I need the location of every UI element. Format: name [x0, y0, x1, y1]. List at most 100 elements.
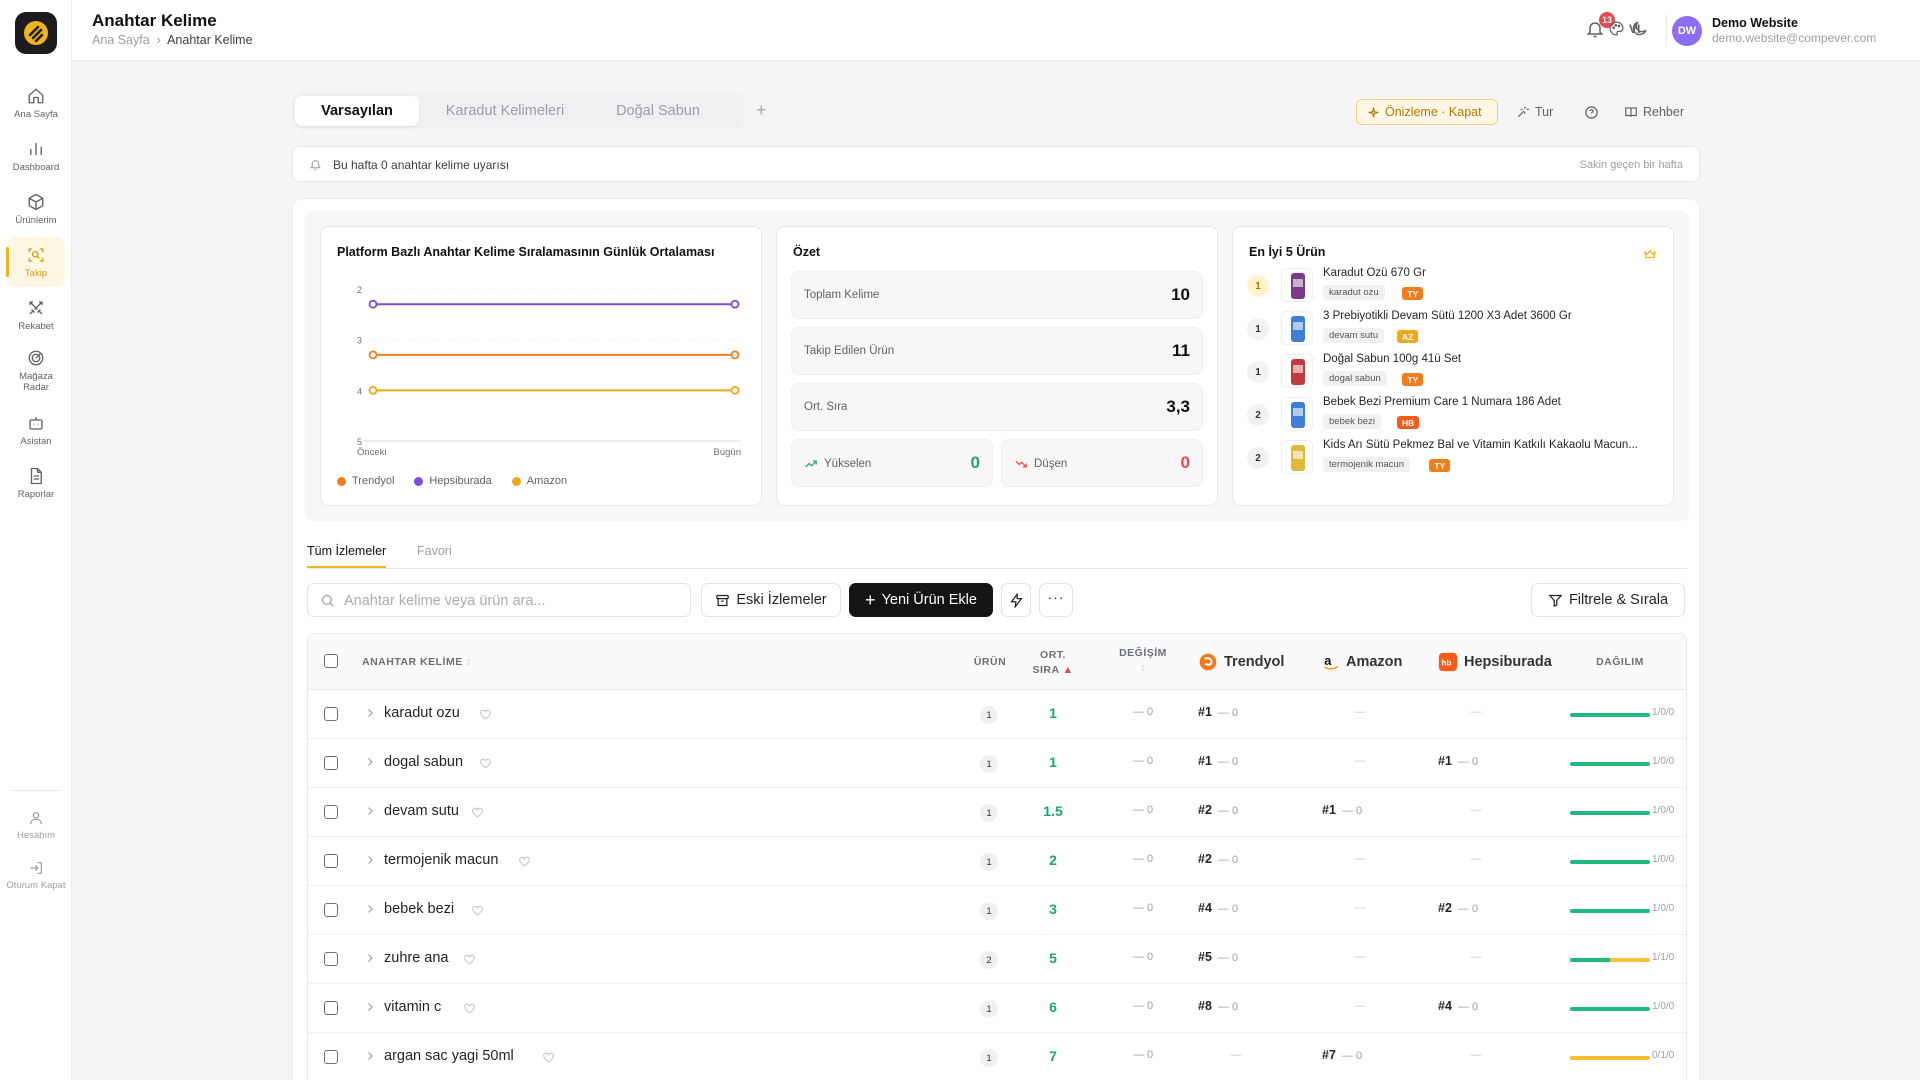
heart-icon[interactable] [471, 904, 484, 917]
top-product-row[interactable]: 1 3 Prebiyotikli Devam Sütü 1200 X3 Adet … [1247, 308, 1667, 348]
keyword-text[interactable]: devam sutu [384, 803, 459, 819]
select-all-checkbox[interactable] [324, 654, 338, 668]
heart-icon[interactable] [542, 1051, 555, 1064]
filter-sort-button[interactable]: Filtrele & Sırala [1531, 583, 1685, 617]
sidebar-item-home[interactable]: Ana Sayfa [7, 78, 65, 128]
row-checkbox[interactable] [324, 1001, 338, 1015]
top-product-row[interactable]: 1 Doğal Sabun 100g 41ü Set dogal sabun TY [1247, 351, 1667, 391]
notifications-button[interactable] [1585, 19, 1605, 39]
help-button[interactable] [1584, 99, 1599, 125]
keyword-text[interactable]: vitamin c [384, 999, 442, 1015]
chevron-right-icon[interactable] [364, 854, 376, 866]
keyword-text[interactable]: bebek bezi [384, 901, 455, 917]
table-row[interactable]: bebek bezi 1 3 — 0 #4 — 0 — #2 — 0 1/0/0 [308, 886, 1686, 935]
guide-button[interactable]: Rehber [1624, 99, 1684, 125]
table-row[interactable]: termojenik macun 1 2 — 0 #2 — 0 — — 1/0/0 [308, 837, 1686, 886]
row-checkbox[interactable] [324, 854, 338, 868]
heart-icon[interactable] [479, 708, 492, 721]
tab-karadut-keywords[interactable]: Karadut Kelimeleri [445, 103, 565, 119]
table-row[interactable]: devam sutu 1 1.5 — 0 #2 — 0 #1 — 0 — 1/0/0 [308, 788, 1686, 837]
chevron-right-icon[interactable] [364, 805, 376, 817]
avg-rank: 2 [1049, 852, 1057, 868]
preview-toggle-button[interactable]: Önizleme · Kapat [1356, 99, 1498, 125]
language-selector-button[interactable]: VI [1608, 20, 1640, 37]
tab-default[interactable]: Varsayılan [295, 96, 419, 126]
th-hepsiburada[interactable]: hb Hepsiburada [1438, 652, 1552, 672]
book-icon [1625, 107, 1637, 117]
heart-icon[interactable] [463, 953, 476, 966]
add-tab-button[interactable]: + [756, 100, 767, 120]
sidebar-item-account[interactable]: Hesabım [7, 800, 65, 850]
tour-button[interactable]: Tur [1516, 99, 1553, 125]
sidebar-item-dashboard[interactable]: Dashboard [7, 131, 65, 181]
add-product-button[interactable]: + Yeni Ürün Ekle [849, 583, 993, 617]
heart-icon[interactable] [463, 1002, 476, 1015]
th-avg-rank[interactable]: ORT. SIRA ▲ [1028, 648, 1078, 678]
breadcrumb-home[interactable]: Ana Sayfa [92, 33, 150, 47]
top-product-row[interactable]: 2 Kids Arı Sütü Pekmez Bal ve Vitamin Kat… [1247, 437, 1667, 477]
chevron-right-icon[interactable] [364, 952, 376, 964]
top-product-row[interactable]: 2 Bebek Bezi Premium Care 1 Numara 186 Ad… [1247, 394, 1667, 434]
theme-toggle[interactable] [1630, 19, 1649, 38]
keyword-text[interactable]: karadut ozu [384, 705, 460, 721]
top-product-row[interactable]: 1 Karadut Özü 670 Gr karadut ozu TY [1247, 265, 1667, 305]
top-products-card: En İyi 5 Ürün 1 Karadut Özü 670 Gr karadut… [1232, 226, 1674, 506]
sidebar-item-products[interactable]: Ürünlerim [7, 184, 65, 234]
table-row[interactable]: dogal sabun 1 1 — 0 #1 — 0 — #1 — 0 1/0/0 [308, 739, 1686, 788]
product-keyword-tag: karadut ozu [1323, 285, 1385, 300]
chevron-right-icon[interactable] [364, 756, 376, 768]
sidebar-item-reports[interactable]: Raporlar [7, 458, 65, 508]
sidebar-item-logout[interactable]: Oturum Kapat [5, 850, 67, 900]
market-rank-change: — 0 [1217, 707, 1239, 719]
keyword-text[interactable]: zuhre ana [384, 950, 449, 966]
table-row[interactable]: zuhre ana 2 5 — 0 #5 — 0 — — 1/1/0 [308, 935, 1686, 984]
heart-icon[interactable] [471, 806, 484, 819]
sidebar-divider [10, 790, 62, 791]
table-row[interactable]: vitamin c 1 6 — 0 #8 — 0 — #4 — 0 1/0/0 [308, 984, 1686, 1033]
row-checkbox[interactable] [324, 903, 338, 917]
keyword-text[interactable]: termojenik macun [384, 852, 499, 868]
th-keyword[interactable]: ANAHTAR KELİME ↕ [362, 656, 472, 668]
table-row[interactable]: karadut ozu 1 1 — 0 #1 — 0 — — 1/0/0 [308, 690, 1686, 739]
row-checkbox[interactable] [324, 756, 338, 770]
app-logo[interactable] [15, 12, 57, 54]
chart-legend: Trendyol Hepsiburada Amazon [337, 475, 567, 487]
sidebar-item-assistant[interactable]: Asistan [7, 405, 65, 455]
market-rank: #4 — 0 [1438, 999, 1478, 1013]
row-checkbox[interactable] [324, 1050, 338, 1064]
avatar[interactable]: DW [1672, 16, 1702, 46]
th-trendyol[interactable]: Trendyol [1198, 652, 1284, 672]
tab-all-watches[interactable]: Tüm İzlemeler [307, 544, 387, 568]
th-amazon[interactable]: a Amazon [1322, 652, 1402, 672]
th-change[interactable]: DEĞİŞİM ↕ [1113, 646, 1173, 676]
table-row[interactable]: argan sac yagi 50ml 1 7 — 0 — #7 — 0 — 0/1/0 [308, 1033, 1686, 1080]
sidebar-item-competition[interactable]: Rekabet [7, 290, 65, 340]
keyword-text[interactable]: dogal sabun [384, 754, 464, 770]
stat-label: Takip Edilen Ürün [804, 345, 895, 357]
keyword-text[interactable]: argan sac yagi 50ml [384, 1048, 514, 1064]
sidebar-item-tracking[interactable]: Takip [6, 237, 65, 287]
distribution-text: 1/0/0 [1652, 805, 1675, 816]
old-watches-button[interactable]: Eski İzlemeler [701, 583, 841, 617]
legend-label: Amazon [526, 475, 568, 487]
distribution-bar [1570, 909, 1650, 913]
chevron-right-icon[interactable] [364, 1001, 376, 1013]
heart-icon[interactable] [518, 855, 531, 868]
sidebar-item-store-radar[interactable]: Mağaza Radar [7, 343, 65, 399]
tab-favorites[interactable]: Favori [417, 544, 452, 558]
chevron-right-icon[interactable] [364, 1050, 376, 1062]
search-input[interactable] [344, 590, 674, 612]
th-product[interactable]: ÜRÜN [973, 656, 1007, 668]
chevron-right-icon[interactable] [364, 903, 376, 915]
th-distribution[interactable]: DAĞILIM [1596, 656, 1644, 668]
heart-icon[interactable] [479, 757, 492, 770]
chevron-right-icon[interactable] [364, 707, 376, 719]
row-checkbox[interactable] [324, 952, 338, 966]
stat-total-keywords: Toplam Kelime 10 [791, 271, 1203, 319]
row-checkbox[interactable] [324, 805, 338, 819]
market-rank-empty: — [1354, 1000, 1366, 1012]
quick-action-button[interactable] [1001, 583, 1031, 617]
more-options-button[interactable]: ··· [1039, 583, 1073, 617]
row-checkbox[interactable] [324, 707, 338, 721]
tab-natural-soap[interactable]: Doğal Sabun [616, 103, 700, 119]
